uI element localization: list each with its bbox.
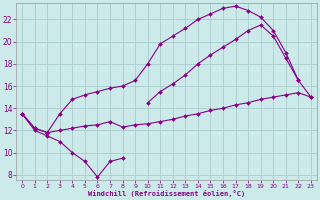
X-axis label: Windchill (Refroidissement éolien,°C): Windchill (Refroidissement éolien,°C) xyxy=(88,190,245,197)
